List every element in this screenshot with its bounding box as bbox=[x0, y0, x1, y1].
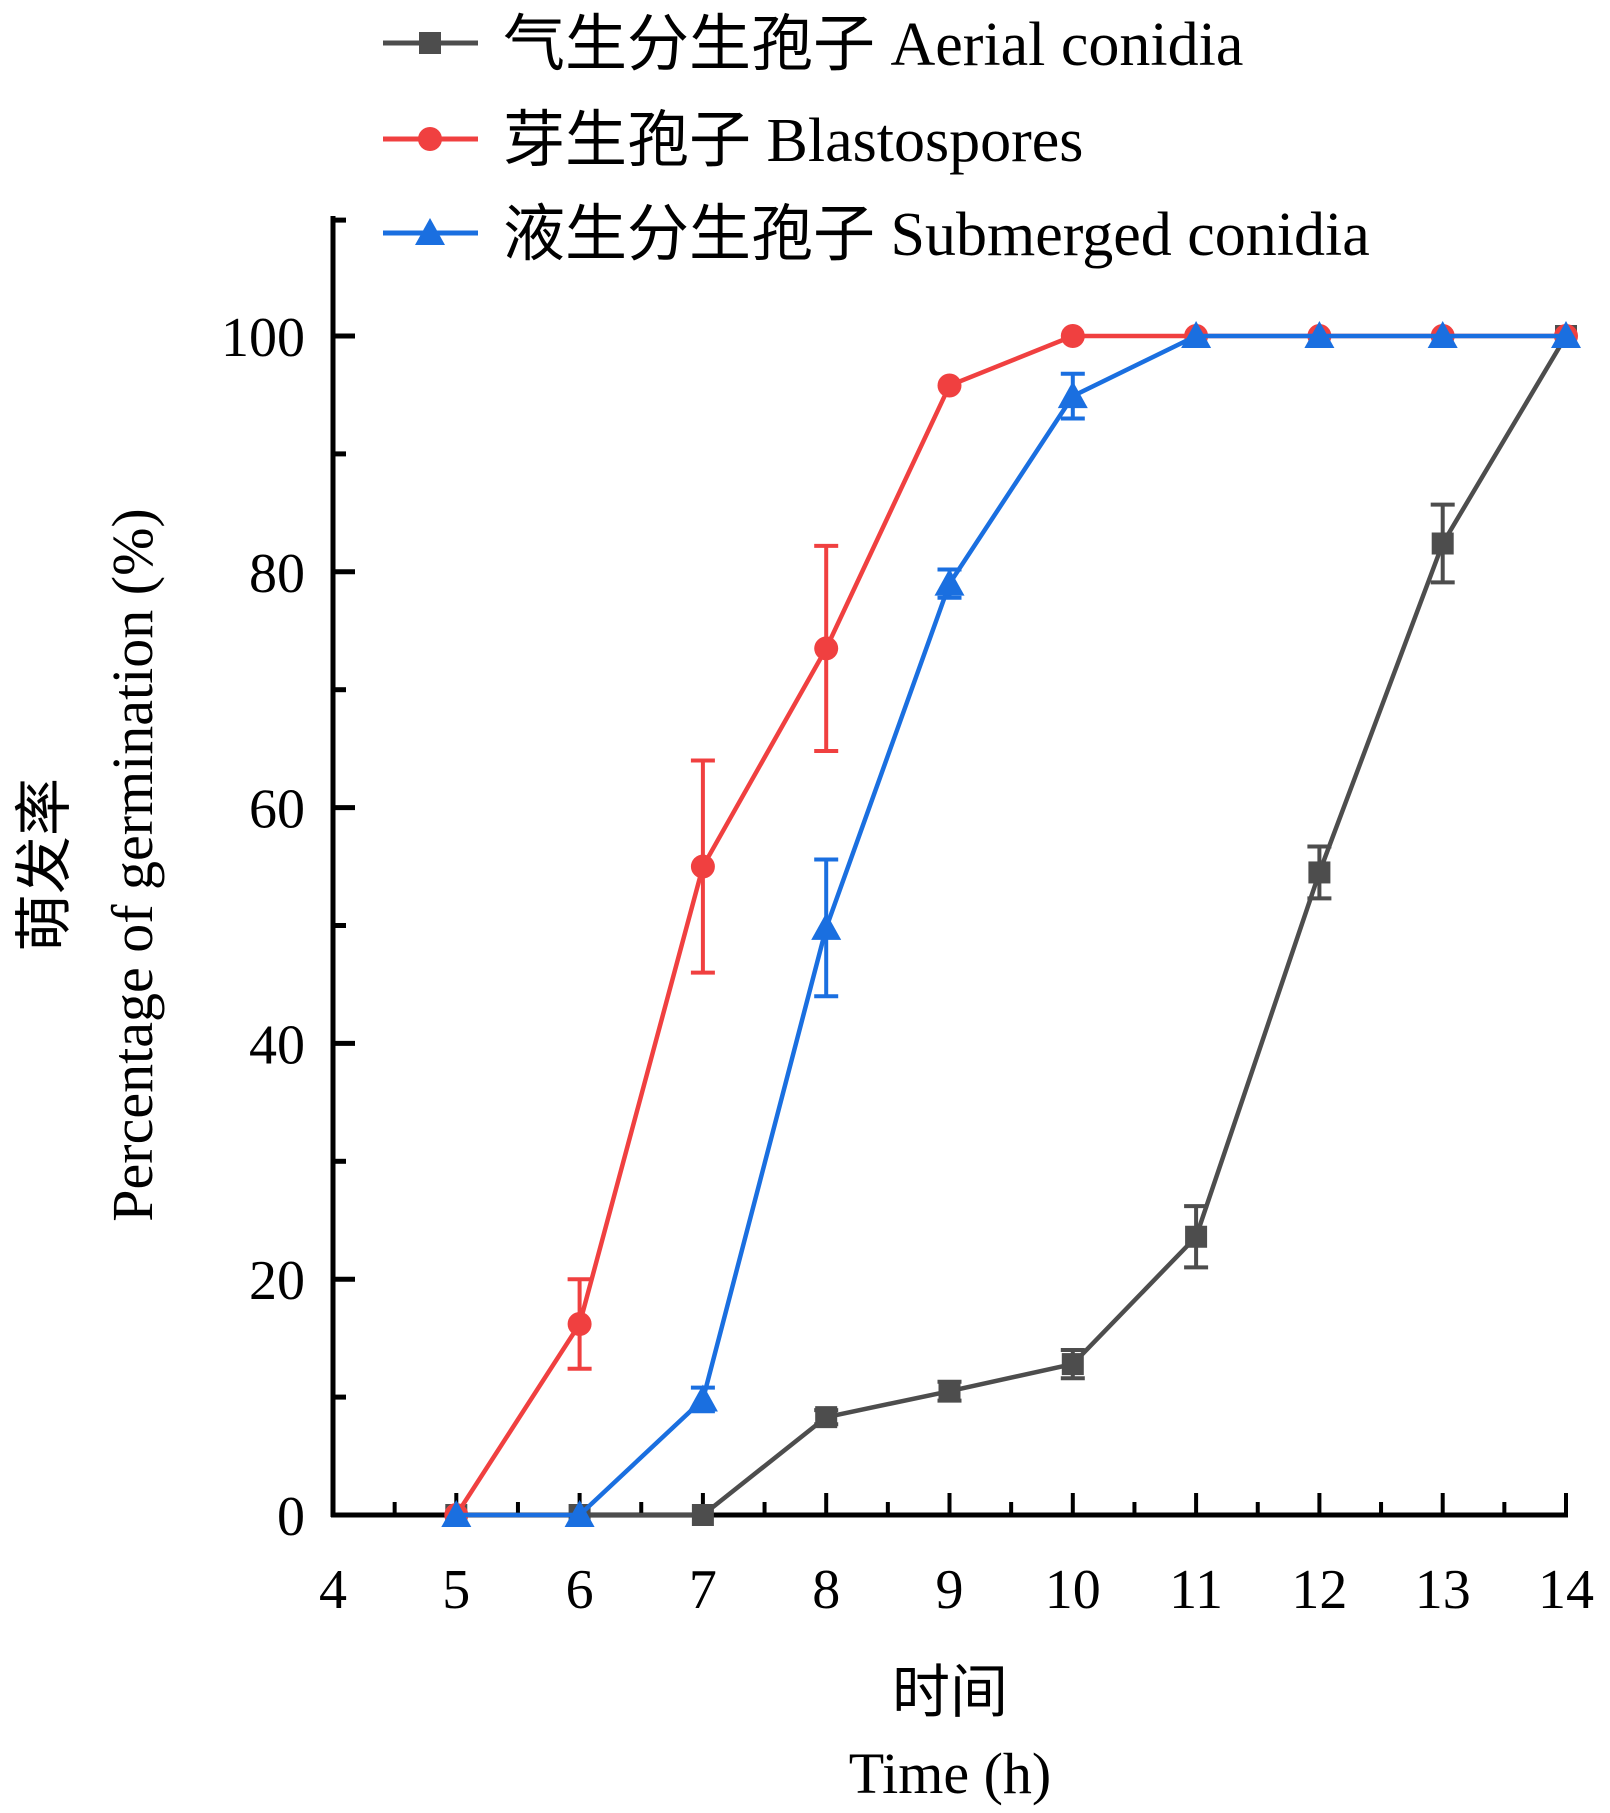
x-ticks: 4 5 6 7 8 9 10 11 12 13 14 bbox=[319, 1493, 1594, 1621]
x-axis-title-cn: 时间 bbox=[892, 1660, 1008, 1725]
x-tick-label: 9 bbox=[936, 1559, 964, 1621]
data-point bbox=[1181, 321, 1212, 348]
series-layer bbox=[441, 321, 1581, 1527]
data-point bbox=[441, 1500, 472, 1527]
data-point bbox=[1427, 321, 1458, 348]
data-point bbox=[934, 568, 965, 596]
legend-marker-square-icon bbox=[419, 32, 441, 54]
legend-label: 液生分生孢子 Submerged conidia bbox=[503, 201, 1370, 269]
series-submerged-conidia bbox=[441, 321, 1581, 1527]
series-blastospores bbox=[444, 324, 1578, 1527]
y-axis-title: Percentage of germination (%) bbox=[100, 508, 165, 1221]
y-tick-label: 40 bbox=[249, 1014, 305, 1076]
data-point bbox=[564, 1500, 595, 1527]
data-point bbox=[1551, 321, 1581, 348]
data-point bbox=[1304, 321, 1335, 348]
data-point bbox=[687, 1384, 718, 1412]
legend-marker-circle-icon bbox=[418, 127, 442, 151]
legend-marker-triangle-icon bbox=[415, 218, 445, 245]
legend-item: 气生分生孢子 Aerial conidia bbox=[383, 11, 1243, 79]
y-axis-title-cn: 萌发率 bbox=[12, 778, 77, 952]
series-aerial-conidia bbox=[445, 325, 1577, 1526]
data-point bbox=[1431, 532, 1454, 555]
x-tick-label: 7 bbox=[689, 1559, 717, 1621]
legend-label: 芽生孢子 Blastospores bbox=[503, 107, 1083, 175]
x-tick-label: 4 bbox=[319, 1559, 347, 1621]
axes bbox=[330, 216, 1568, 1518]
x-axis-title: Time (h) bbox=[849, 1741, 1052, 1806]
y-tick-label: 0 bbox=[277, 1486, 305, 1548]
y-tick-label: 20 bbox=[249, 1250, 305, 1312]
data-point bbox=[814, 636, 839, 661]
x-tick-label: 14 bbox=[1538, 1559, 1594, 1621]
series-line bbox=[456, 333, 1566, 1518]
data-point bbox=[1060, 324, 1085, 348]
legend-item: 液生分生孢子 Submerged conidia bbox=[383, 201, 1370, 269]
data-point bbox=[1185, 1225, 1208, 1248]
x-tick-label: 8 bbox=[812, 1559, 840, 1621]
y-ticks: 0 20 40 60 80 100 bbox=[221, 217, 355, 1548]
y-tick-label: 80 bbox=[249, 543, 305, 605]
x-tick-label: 5 bbox=[442, 1559, 470, 1621]
x-tick-label: 12 bbox=[1291, 1559, 1347, 1621]
y-tick-label: 100 bbox=[221, 307, 305, 369]
x-tick-label: 13 bbox=[1415, 1559, 1471, 1621]
series-line bbox=[454, 333, 1566, 1517]
legend: 气生分生孢子 Aerial conidia 芽生孢子 Blastospores 液生… bbox=[383, 11, 1370, 269]
series-line bbox=[456, 334, 1568, 1518]
data-point bbox=[1061, 1353, 1084, 1376]
data-point bbox=[815, 1406, 838, 1429]
y-tick-label: 60 bbox=[249, 779, 305, 841]
legend-item: 芽生孢子 Blastospores bbox=[383, 107, 1083, 175]
data-point bbox=[1057, 381, 1088, 409]
data-point bbox=[691, 1504, 714, 1526]
legend-label: 气生分生孢子 Aerial conidia bbox=[503, 11, 1243, 79]
data-point bbox=[567, 1312, 592, 1337]
data-point bbox=[937, 373, 962, 398]
data-point bbox=[1308, 861, 1331, 884]
x-tick-label: 6 bbox=[566, 1559, 594, 1621]
x-tick-label: 10 bbox=[1045, 1559, 1101, 1621]
data-point bbox=[938, 1380, 961, 1403]
data-point bbox=[690, 854, 715, 879]
data-point bbox=[811, 912, 842, 940]
x-tick-label: 11 bbox=[1169, 1559, 1223, 1621]
